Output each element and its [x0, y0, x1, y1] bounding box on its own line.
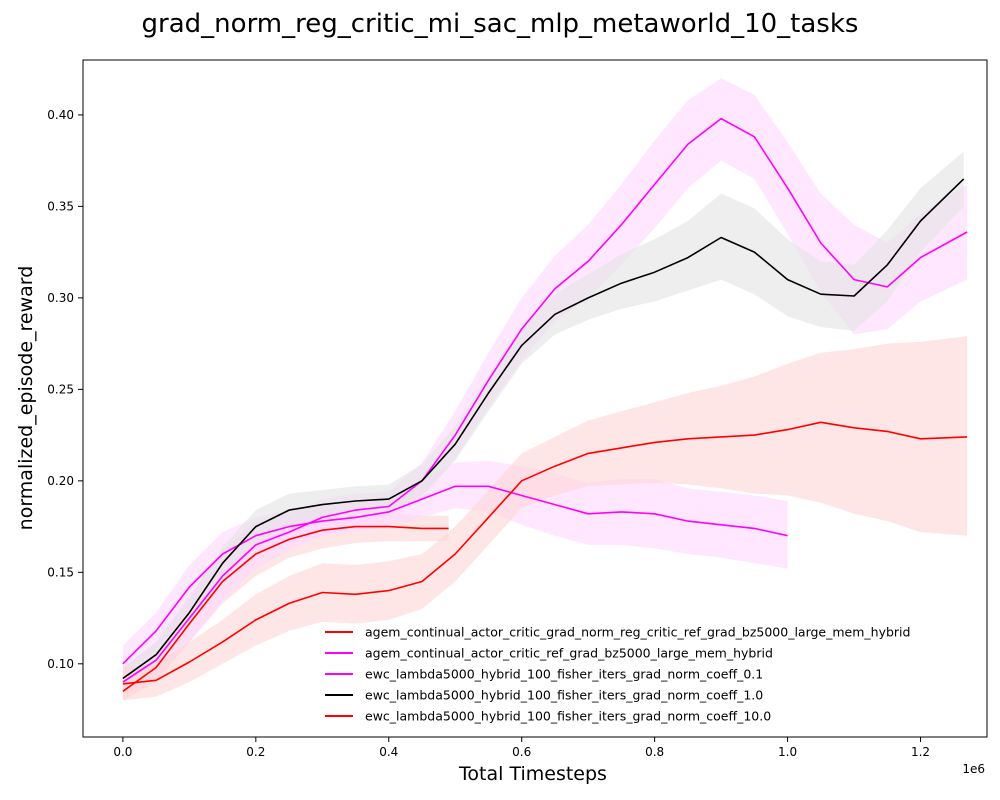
y-tick-label: 0.40: [47, 108, 74, 122]
y-tick-label: 0.30: [47, 291, 74, 305]
series-1-line: [122, 525, 449, 692]
x-tick-label: 0.0: [113, 745, 132, 759]
x-tick-label: 1.0: [778, 745, 797, 759]
series-3-line: [122, 117, 968, 683]
y-tick-label: 0.20: [47, 474, 74, 488]
series-2-line: [122, 485, 788, 665]
legend-entry-5: ewc_lambda5000_hybrid_100_fisher_iters_g…: [365, 709, 771, 724]
confidence-bands: [122, 78, 968, 701]
legend-entry-1: agem_continual_actor_critic_grad_norm_re…: [365, 625, 910, 640]
series-lines: [122, 117, 968, 692]
x-tick-label: 0.8: [645, 745, 664, 759]
y-axis: 0.10 0.15 0.20 0.25 0.30 0.35 0.40: [47, 108, 83, 671]
y-tick-label: 0.10: [47, 657, 74, 671]
x-tick-label: 0.4: [379, 745, 398, 759]
y-tick-label: 0.35: [47, 199, 74, 213]
series-5-line: [122, 421, 968, 685]
legend-entry-3: ewc_lambda5000_hybrid_100_fisher_iters_g…: [365, 667, 763, 682]
chart-title: grad_norm_reg_critic_mi_sac_mlp_metaworl…: [142, 9, 859, 39]
legend-entry-2: agem_continual_actor_critic_ref_grad_bz5…: [365, 646, 773, 661]
y-axis-label: normalized_episode_reward: [15, 266, 37, 531]
x-tick-label: 0.6: [512, 745, 531, 759]
y-tick-label: 0.25: [47, 382, 74, 396]
series-4-band: [122, 151, 964, 690]
plot-frame: [82, 59, 988, 738]
x-axis-label: Total Timesteps: [458, 763, 607, 785]
x-tick-label: 0.2: [246, 745, 265, 759]
series-5-band: [122, 336, 968, 701]
legend: agem_continual_actor_critic_grad_norm_re…: [325, 625, 910, 724]
x-offset-label: 1e6: [962, 762, 985, 776]
y-tick-label: 0.15: [47, 565, 74, 579]
series-4-line: [122, 178, 965, 680]
legend-entry-4: ewc_lambda5000_hybrid_100_fisher_iters_g…: [365, 688, 763, 703]
x-tick-label: 1.2: [911, 745, 930, 759]
x-axis: 0.0 0.2 0.4 0.6 0.8 1.0 1.2: [113, 737, 930, 759]
